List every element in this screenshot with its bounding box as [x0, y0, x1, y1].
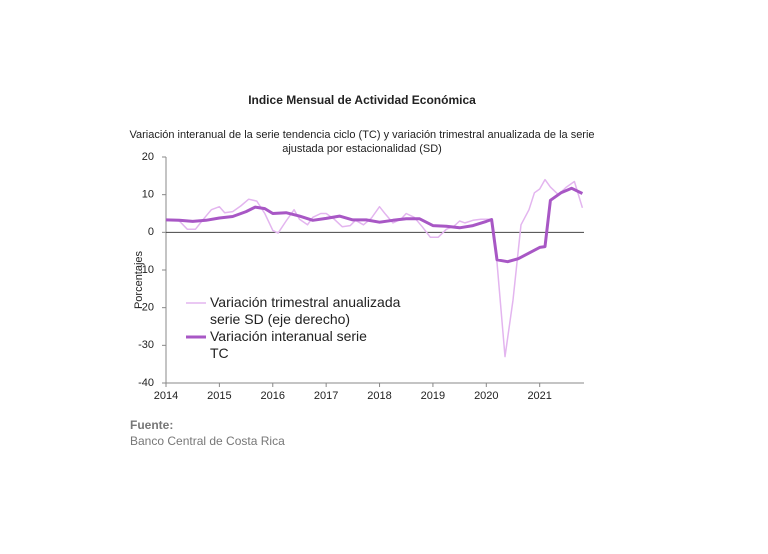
- y-tick-label: 0: [148, 226, 154, 238]
- y-tick-label: 20: [142, 151, 154, 163]
- y-axis-label: Porcentajes: [133, 250, 145, 309]
- x-tick-label: 2014: [154, 390, 178, 402]
- legend-label: Variación trimestral anualizada serie SD …: [210, 294, 401, 327]
- x-tick-label: 2015: [207, 390, 231, 402]
- series-line: [165, 178, 584, 358]
- y-tick-label: 10: [142, 189, 154, 201]
- source-label: Fuente:: [130, 418, 173, 432]
- series-line: [165, 186, 584, 264]
- x-tick-label: 2018: [367, 390, 391, 402]
- legend-label: Variación interanual serie TC: [210, 328, 367, 361]
- x-tick-label: 2017: [314, 390, 338, 402]
- x-tick-label: 2016: [261, 390, 285, 402]
- y-tick-label: -20: [138, 302, 154, 314]
- source: Banco Central de Costa Rica: [130, 434, 285, 448]
- chart-title: Indice Mensual de Actividad Económica: [248, 93, 476, 107]
- chart-subtitle: ajustada por estacionalidad (SD): [282, 143, 442, 155]
- x-tick-label: 2021: [527, 390, 551, 402]
- y-tick-label: -30: [138, 339, 154, 351]
- chart-subtitle: Variación interanual de la serie tendenc…: [129, 129, 594, 141]
- y-tick-label: -10: [138, 264, 154, 276]
- y-tick-label: -40: [138, 377, 154, 389]
- x-tick-label: 2020: [474, 390, 498, 402]
- x-tick-label: 2019: [421, 390, 445, 402]
